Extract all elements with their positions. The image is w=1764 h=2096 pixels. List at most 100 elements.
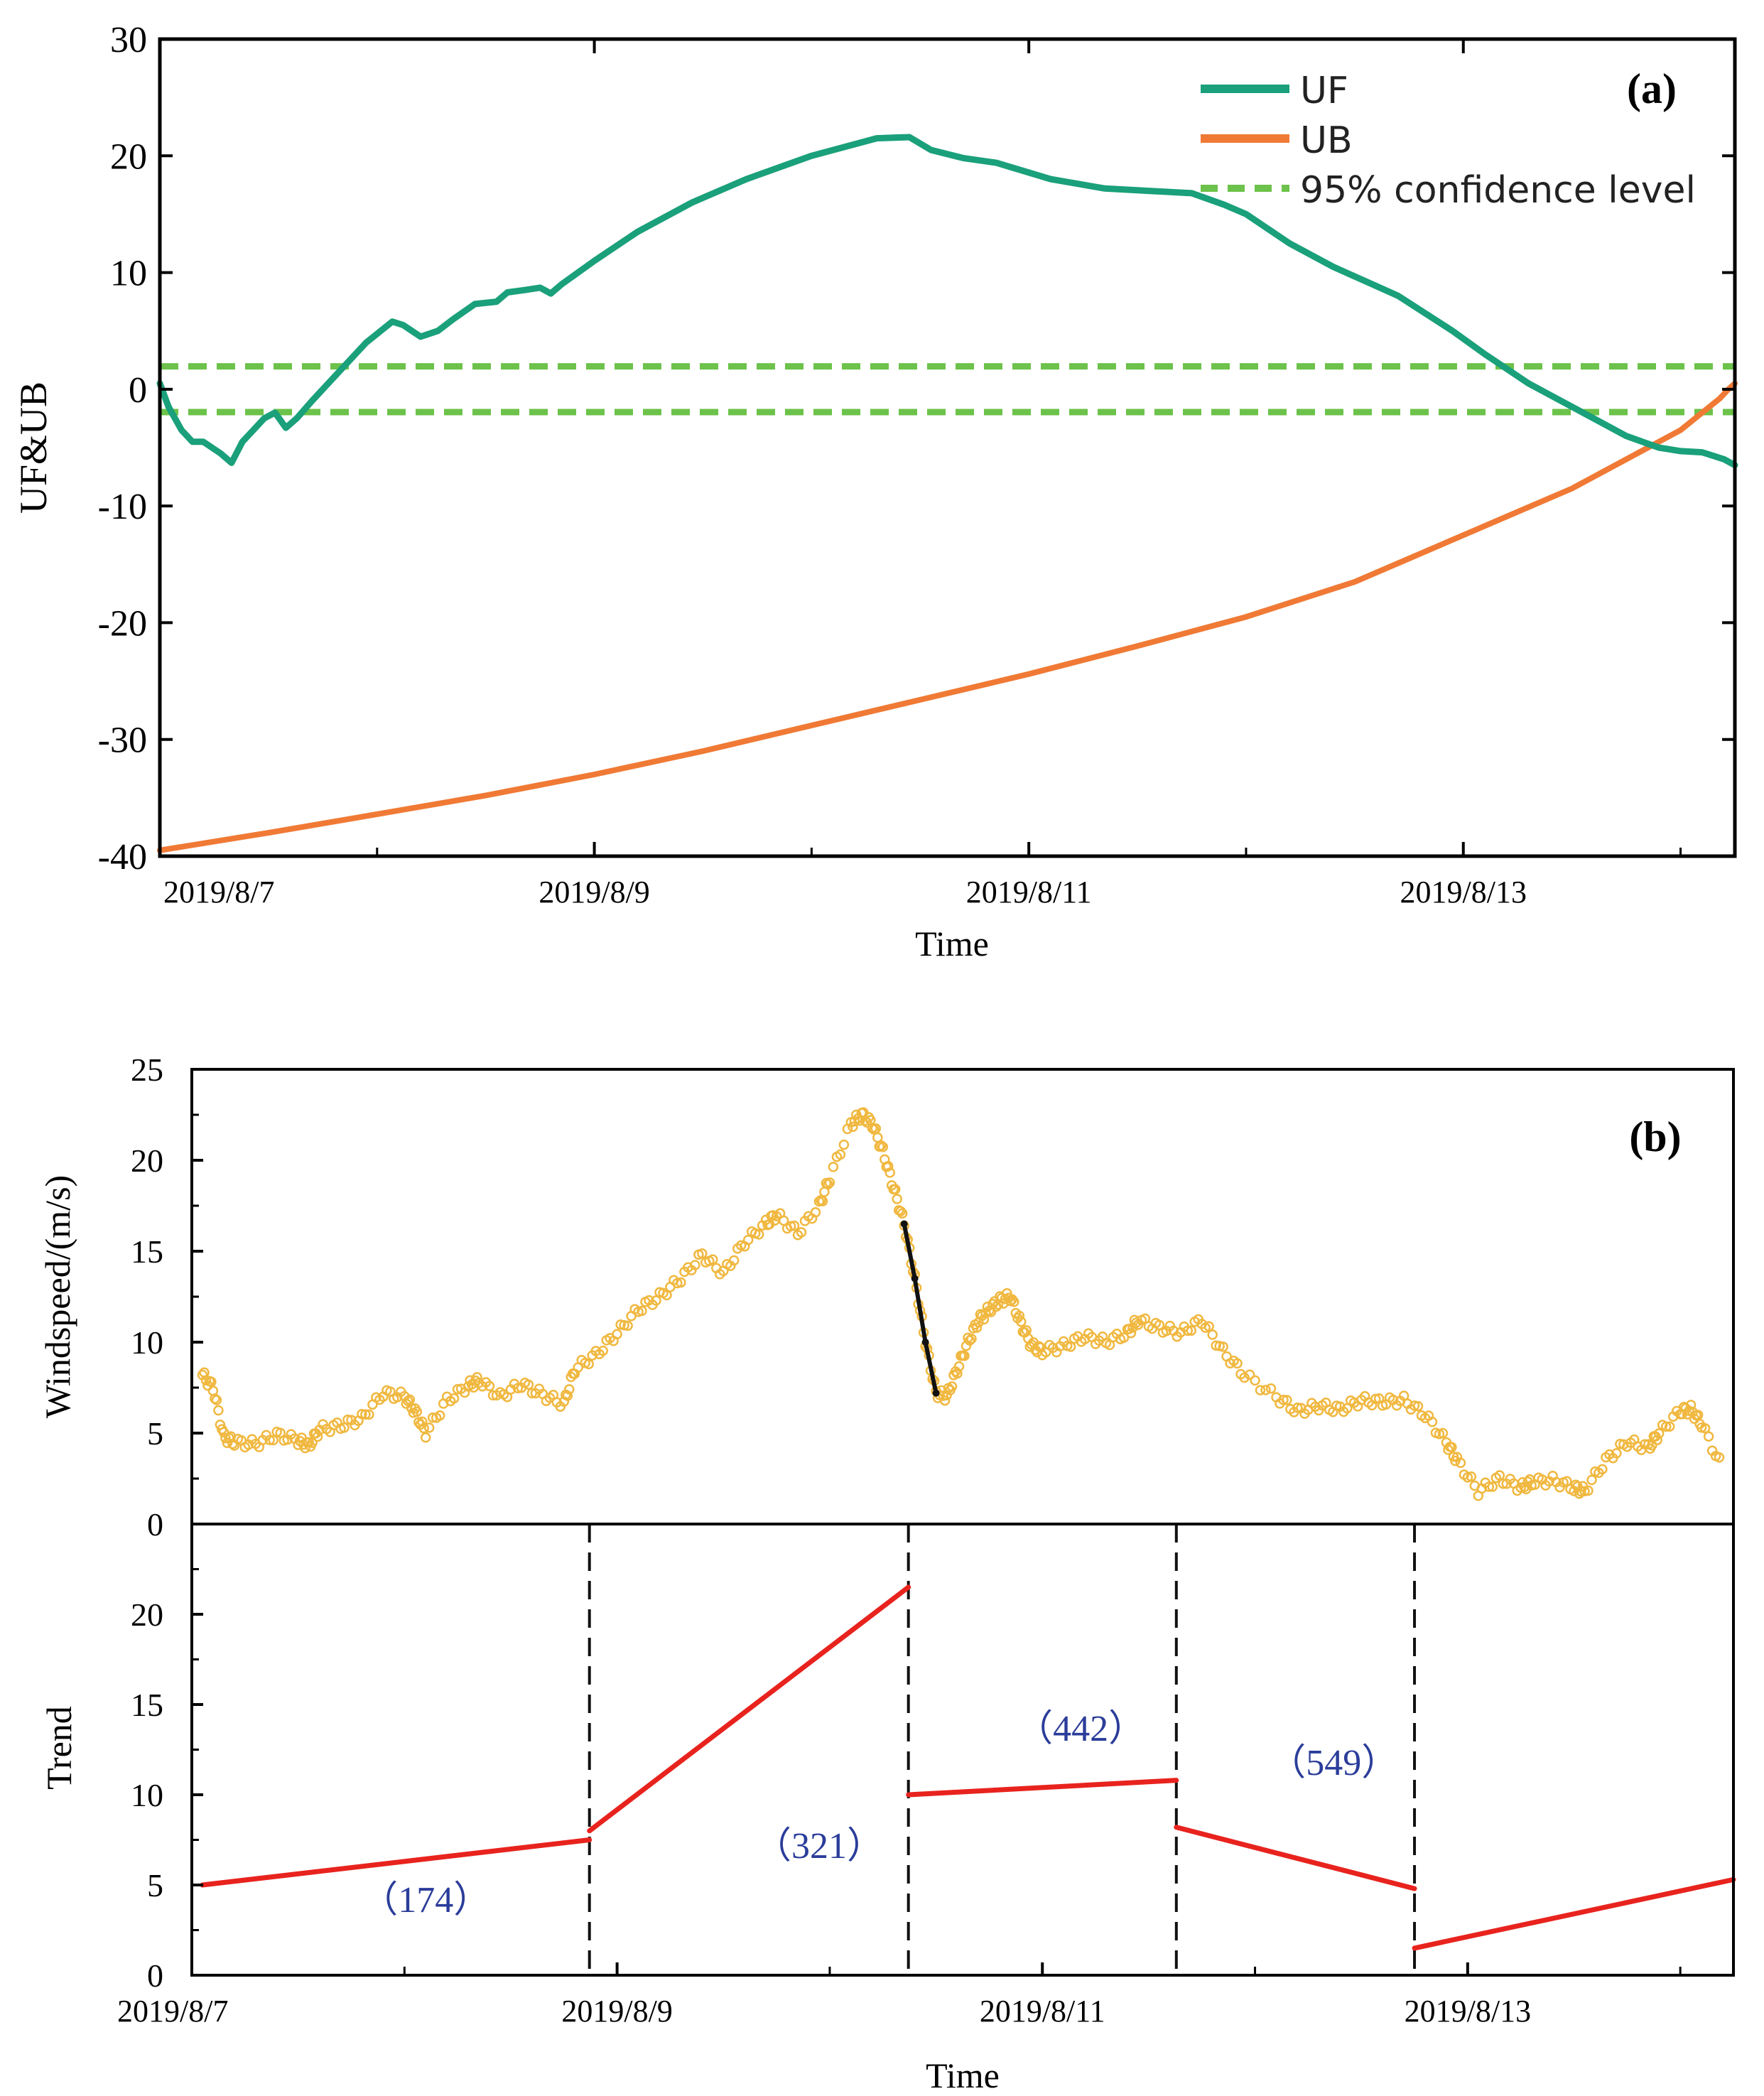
windspeed-point xyxy=(1652,1435,1662,1445)
windspeed-point xyxy=(1576,1486,1586,1497)
windspeed-point xyxy=(823,1179,833,1190)
windspeed-point xyxy=(1483,1481,1495,1492)
y-tick-label: 25 xyxy=(131,1052,163,1088)
y-tick-label: 0 xyxy=(129,370,147,411)
panel-a-label: (a) xyxy=(1627,65,1677,112)
windspeed-point xyxy=(1016,1316,1027,1327)
windspeed-point xyxy=(966,1333,977,1344)
windspeed-point xyxy=(411,1406,423,1417)
windspeed-point xyxy=(835,1149,846,1160)
x-tick-label: 2019/8/11 xyxy=(966,875,1092,909)
windspeed-point xyxy=(884,1167,895,1178)
panel-a-x-axis-label: Time xyxy=(915,924,989,963)
panel-a-y-axis-label: UF&UB xyxy=(12,382,55,514)
windspeed-point xyxy=(728,1255,740,1266)
x-tick-label: 2019/8/11 xyxy=(980,1994,1105,2029)
windspeed-point xyxy=(978,1314,990,1325)
change-point-annotation: （442） xyxy=(1016,1709,1145,1749)
x-tick-label: 2019/8/7 xyxy=(117,1994,228,2029)
trend-segment xyxy=(587,1584,911,1834)
windspeed-point xyxy=(882,1161,894,1172)
legend-ub-label: UB xyxy=(1300,119,1353,162)
windspeed-point xyxy=(1412,1400,1424,1412)
windspeed-point xyxy=(959,1350,970,1361)
windspeed-point xyxy=(1125,1328,1137,1339)
y-tick-label: 20 xyxy=(131,1597,163,1633)
windspeed-point xyxy=(892,1194,902,1204)
windspeed-point xyxy=(1597,1464,1608,1475)
windspeed-point xyxy=(939,1395,951,1406)
windspeed-point xyxy=(612,1329,622,1339)
trend-segment xyxy=(1174,1825,1417,1891)
x-tick-label: 2019/8/13 xyxy=(1405,1994,1531,2029)
y-tick-label: 10 xyxy=(131,1777,163,1813)
windspeed-point xyxy=(418,1422,429,1434)
windspeed-point xyxy=(1203,1321,1214,1332)
windspeed-point xyxy=(448,1393,460,1404)
windspeed-point xyxy=(1278,1394,1289,1405)
windspeed-point xyxy=(952,1368,963,1379)
windspeed-point xyxy=(964,1335,975,1346)
x-tick-label: 2019/8/9 xyxy=(561,1994,672,2029)
ub-series-line xyxy=(157,380,1738,853)
change-point-annotation: （174） xyxy=(361,1880,490,1921)
windspeed-point xyxy=(307,1437,318,1449)
windspeed-point xyxy=(637,1305,647,1317)
windspeed-point xyxy=(264,1435,275,1446)
panel-a-frame xyxy=(158,37,1737,858)
y-tick-label: 15 xyxy=(131,1233,163,1270)
windspeed-point xyxy=(1065,1341,1076,1352)
panel-b-windspeed-y-ticks: 25 20 15 10 5 0 xyxy=(131,1052,203,1543)
windspeed-drop-line xyxy=(902,1223,938,1394)
y-tick-label: 20 xyxy=(110,136,147,177)
windspeed-point xyxy=(1583,1485,1593,1496)
windspeed-point xyxy=(1664,1421,1675,1432)
windspeed-point xyxy=(1699,1423,1711,1434)
windspeed-point xyxy=(897,1208,908,1219)
windspeed-point xyxy=(742,1234,754,1246)
y-tick-label: -30 xyxy=(98,720,147,761)
windspeed-point xyxy=(1466,1471,1477,1482)
windspeed-point xyxy=(838,1139,850,1150)
windspeed-point xyxy=(210,1393,220,1404)
windspeed-point xyxy=(1292,1403,1303,1413)
y-tick-label: 0 xyxy=(147,1957,163,1994)
windspeed-point xyxy=(360,1409,371,1420)
windspeed-point xyxy=(420,1432,431,1443)
windspeed-point xyxy=(1239,1372,1250,1383)
panel-b-trend-y-axis-label: Trend xyxy=(39,1706,79,1790)
change-point-annotation: （549） xyxy=(1269,1743,1398,1783)
windspeed-point xyxy=(1250,1375,1260,1386)
y-tick-label: 30 xyxy=(110,20,147,60)
windspeed-point xyxy=(583,1358,594,1370)
panel-a-plot-area xyxy=(156,134,1738,853)
y-tick-label: 5 xyxy=(147,1415,163,1452)
windspeed-point xyxy=(1207,1329,1218,1340)
windspeed-point xyxy=(661,1290,672,1301)
windspeed-point xyxy=(1579,1486,1590,1496)
y-tick-label: 10 xyxy=(131,1324,163,1361)
windspeed-point xyxy=(1009,1297,1019,1307)
windspeed-point xyxy=(434,1410,445,1421)
windspeed-point xyxy=(1437,1427,1449,1439)
windspeed-point xyxy=(895,1206,906,1217)
y-tick-label: -10 xyxy=(98,487,147,527)
windspeed-point xyxy=(753,1229,764,1240)
y-tick-label: -20 xyxy=(98,603,147,644)
trend-segment xyxy=(1412,1876,1736,1951)
windspeed-point xyxy=(876,1140,887,1151)
windspeed-point xyxy=(220,1432,231,1444)
windspeed-point xyxy=(697,1248,708,1259)
panel-a-legend: UF UB 95% confidence level xyxy=(1201,70,1696,212)
windspeed-point xyxy=(1282,1395,1292,1405)
panel-b-trend-plot-area: （174） （321） （442） （549） xyxy=(200,1524,1736,1975)
windspeed-point xyxy=(357,1408,367,1420)
windspeed-point xyxy=(651,1295,661,1306)
legend-confidence-label: 95% confidence level xyxy=(1300,169,1696,212)
windspeed-point xyxy=(597,1345,608,1356)
windspeed-point xyxy=(1611,1448,1622,1459)
panel-b-windspeed-plot-area xyxy=(197,1107,1725,1501)
windspeed-point xyxy=(1218,1341,1228,1352)
